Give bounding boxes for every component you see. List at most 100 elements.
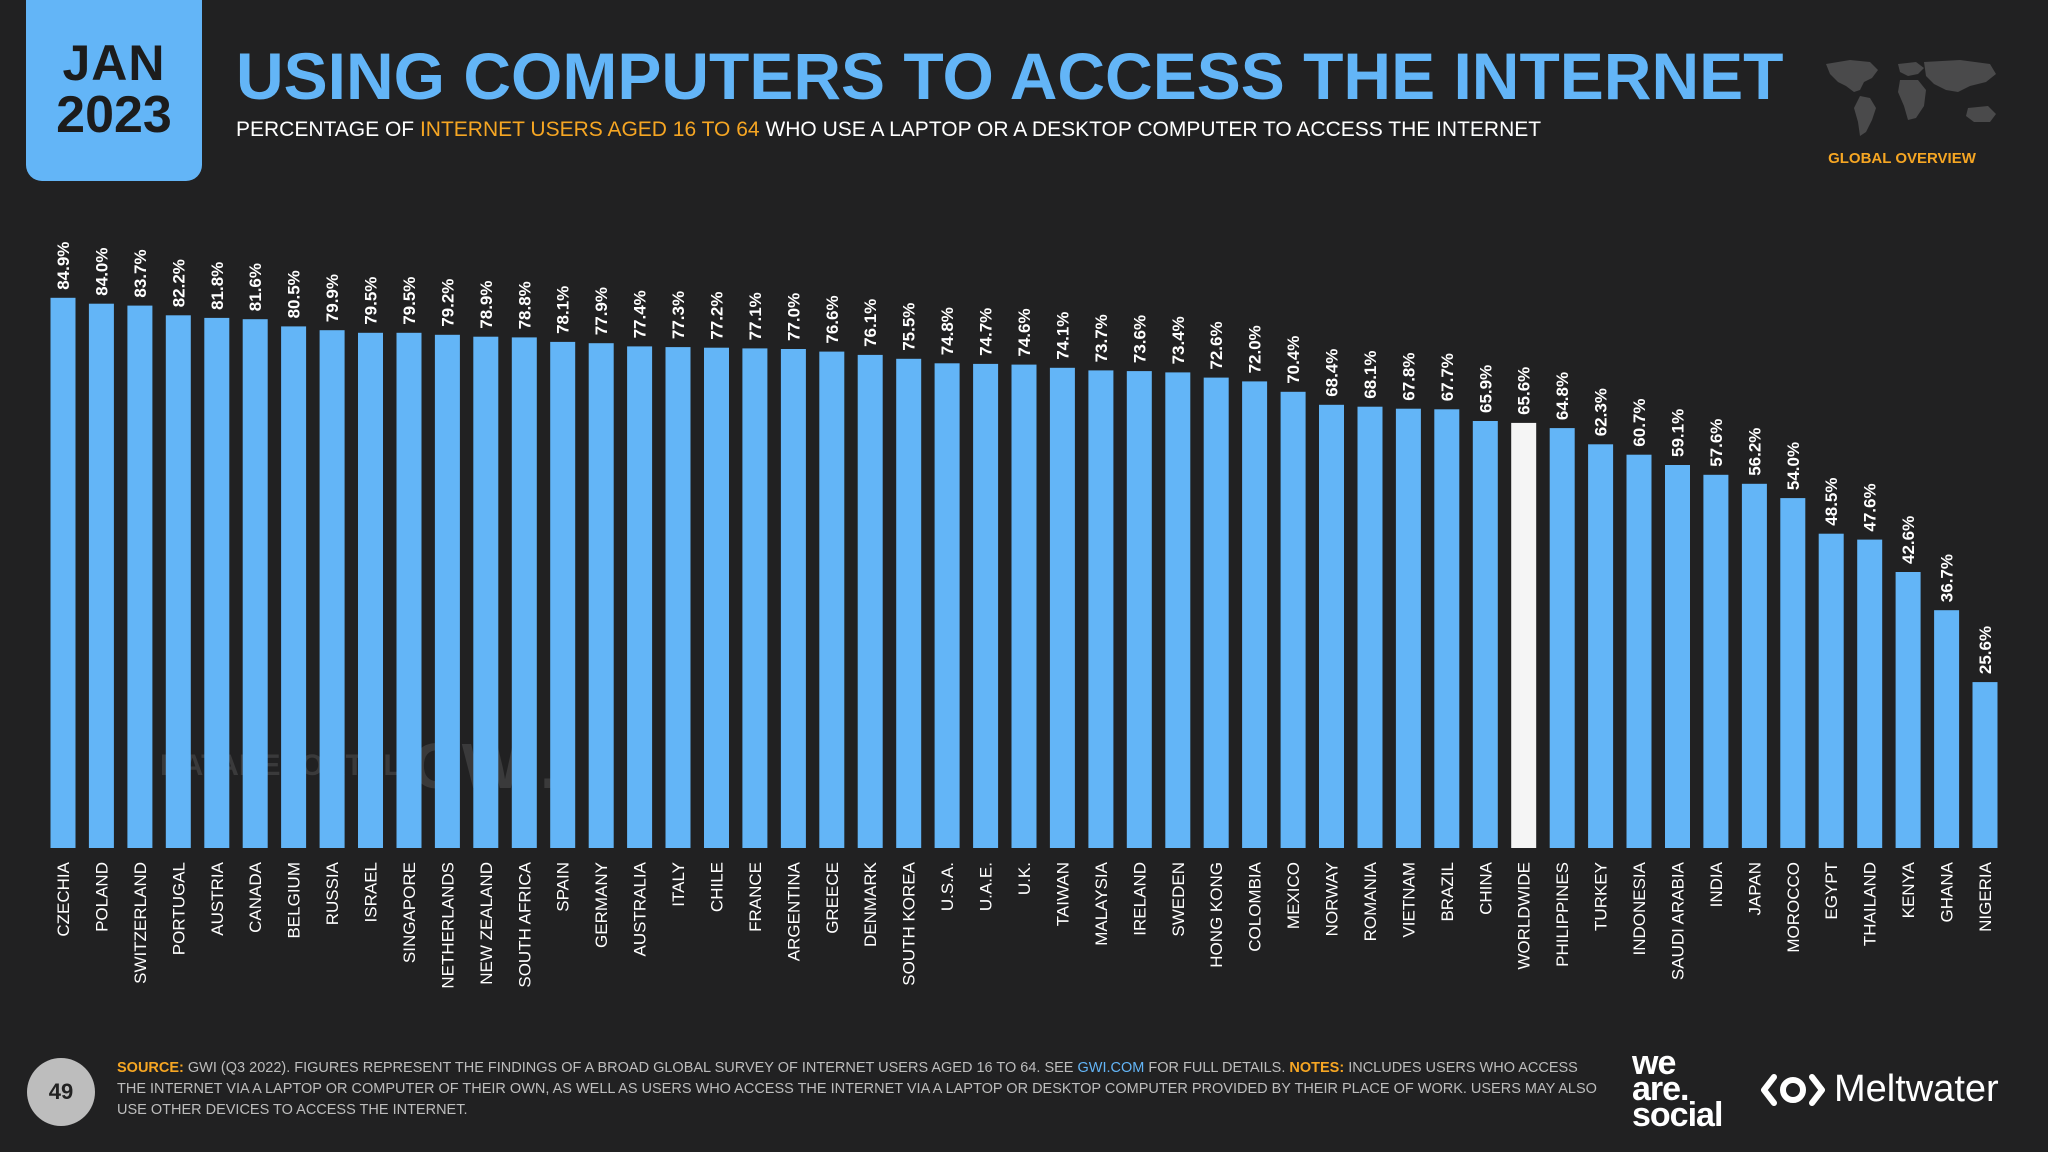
value-label: 76.6% <box>823 295 842 343</box>
was-logo-line-1: we <box>1632 1044 1676 1082</box>
bar-ghana <box>1934 610 1960 848</box>
bar-u-k <box>1011 364 1037 848</box>
meltwater-logo: Meltwater <box>1760 1068 1999 1111</box>
value-label: 84.0% <box>92 247 111 295</box>
bar-netherlands <box>434 334 460 848</box>
bar-argentina <box>780 349 806 848</box>
bar-ireland <box>1126 371 1152 848</box>
value-label: 74.1% <box>1053 312 1072 360</box>
value-label: 73.7% <box>1092 314 1111 362</box>
bar-mexico <box>1280 391 1306 848</box>
bar-taiwan <box>1049 367 1075 848</box>
bar-philippines <box>1549 428 1575 848</box>
bar-japan <box>1741 483 1767 848</box>
bar-u-s-a <box>934 363 960 848</box>
value-label: 76.1% <box>861 299 880 347</box>
category-label: GREECE <box>823 862 842 934</box>
value-label: 82.2% <box>169 259 188 307</box>
value-label: 77.9% <box>592 287 611 335</box>
value-label: 68.4% <box>1323 349 1342 397</box>
world-map-icon <box>1826 60 1996 136</box>
category-label: AUSTRIA <box>208 861 227 935</box>
category-label: GHANA <box>1938 861 1957 922</box>
bar-south-africa <box>511 337 537 848</box>
category-label: WORLDWIDE <box>1515 862 1534 970</box>
category-label: SWITZERLAND <box>131 862 150 984</box>
value-label: 54.0% <box>1784 442 1803 490</box>
category-label: MALAYSIA <box>1092 861 1111 945</box>
source-link[interactable]: GWI.COM <box>1077 1060 1145 1076</box>
category-label: SOUTH AFRICA <box>515 861 534 987</box>
value-label: 77.3% <box>669 291 688 339</box>
value-label: 65.9% <box>1476 365 1495 413</box>
subtitle-suffix: WHO USE A LAPTOP OR A DESKTOP COMPUTER T… <box>759 118 1542 141</box>
category-label: ITALY <box>669 862 688 907</box>
category-label: INDONESIA <box>1630 861 1649 955</box>
category-label: TURKEY <box>1592 862 1611 931</box>
category-label: NEW ZEALAND <box>477 862 496 985</box>
source-text-2: FOR FULL DETAILS. <box>1144 1060 1290 1076</box>
value-label: 25.6% <box>1976 626 1995 674</box>
bar-thailand <box>1857 539 1883 848</box>
value-label: 72.0% <box>1246 325 1265 373</box>
category-label: NETHERLANDS <box>438 862 457 989</box>
category-label: FRANCE <box>746 862 765 932</box>
category-label: PORTUGAL <box>169 862 188 955</box>
bar-u-a-e <box>973 363 999 848</box>
bar-egypt <box>1818 533 1844 848</box>
category-label: U.S.A. <box>938 862 957 911</box>
category-label: BRAZIL <box>1438 862 1457 922</box>
category-label: SOUTH KOREA <box>900 861 919 985</box>
value-label: 42.6% <box>1899 516 1918 564</box>
was-logo-line-2: are. <box>1632 1070 1690 1108</box>
category-label: VIETNAM <box>1399 862 1418 938</box>
value-label: 78.8% <box>515 281 534 329</box>
bar-chile <box>704 347 729 848</box>
bar-norway <box>1319 404 1344 848</box>
value-label: 79.5% <box>400 277 419 325</box>
category-label: SWEDEN <box>1169 862 1188 937</box>
source-label: SOURCE: <box>117 1060 184 1076</box>
value-label: 70.4% <box>1284 336 1303 384</box>
was-logo-line-3: social <box>1632 1096 1723 1134</box>
value-label: 67.7% <box>1438 353 1457 401</box>
bar-romania <box>1357 406 1383 848</box>
bar-worldwide <box>1511 422 1537 848</box>
value-label: 56.2% <box>1745 428 1764 476</box>
category-label: SINGAPORE <box>400 862 419 963</box>
value-label: 78.1% <box>554 286 573 334</box>
bar-greece <box>819 351 845 848</box>
bar-belgium <box>281 326 307 848</box>
category-label: CANADA <box>246 861 265 933</box>
value-label: 67.8% <box>1399 352 1418 400</box>
value-label: 47.6% <box>1861 483 1880 531</box>
category-label: NORWAY <box>1323 862 1342 936</box>
date-month: JAN <box>62 35 166 92</box>
value-label: 74.7% <box>977 308 996 356</box>
bar-chart: DATAREPORTAL GWI. 84.9%84.0%83.7%82.2%81… <box>50 242 1998 989</box>
bar-kenya <box>1895 572 1921 848</box>
category-label: TAIWAN <box>1053 862 1072 926</box>
bar-vietnam <box>1395 408 1421 848</box>
notes-text: INCLUDES USERS WHO ACCESS THE INTERNET V… <box>117 1060 1597 1118</box>
bar-china <box>1472 421 1498 848</box>
bar-spain <box>550 341 576 848</box>
value-label: 74.6% <box>1015 308 1034 356</box>
value-label: 48.5% <box>1822 477 1841 525</box>
value-label: 79.2% <box>438 279 457 327</box>
category-label: BELGIUM <box>285 862 304 939</box>
bar-south-korea <box>896 358 922 848</box>
date-year: 2023 <box>56 86 172 145</box>
value-label: 79.5% <box>362 277 381 325</box>
value-label: 64.8% <box>1553 372 1572 420</box>
category-label: CHINA <box>1476 861 1495 915</box>
category-label: IRELAND <box>1130 862 1149 936</box>
bar-france <box>742 348 768 848</box>
bar-denmark <box>857 354 883 848</box>
bar-portugal <box>165 315 191 848</box>
category-label: HONG KONG <box>1207 862 1226 968</box>
category-label: NIGERIA <box>1976 861 1995 932</box>
category-label: U.K. <box>1015 862 1034 895</box>
value-label: 77.4% <box>631 290 650 338</box>
subtitle-highlight: INTERNET USERS AGED 16 TO 64 <box>419 118 760 141</box>
